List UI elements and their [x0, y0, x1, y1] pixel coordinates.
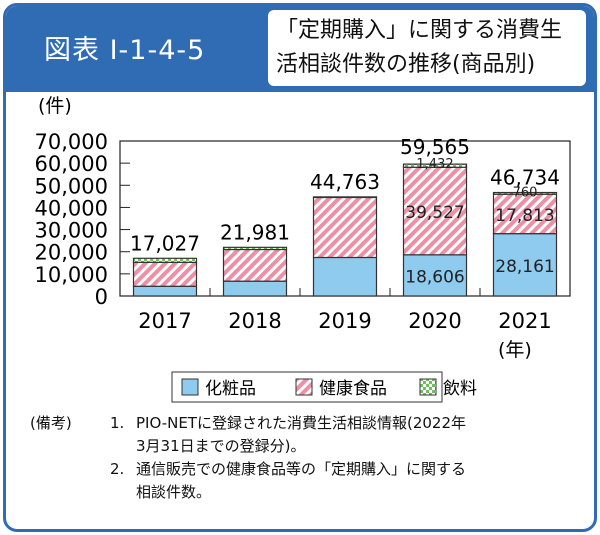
- bar-segment-cosmetics: [312, 256, 378, 297]
- notes-label: (備考): [30, 414, 72, 432]
- legend-label: 飲料: [443, 379, 477, 399]
- bar-segment-drinks: [132, 257, 198, 263]
- bar-segment-drinks: [492, 191, 558, 195]
- bar-segment-drinks: [402, 163, 468, 168]
- header-band: 図表 I-1-4-5 「定期購入」に関する消費生 活相談件数の推移(商品別): [6, 6, 594, 92]
- legend-swatch: [295, 378, 313, 396]
- legend-label: 健康食品: [319, 379, 387, 399]
- note-text: 3月31日までの登録分)。: [136, 437, 306, 455]
- note-text: PIO-NETに登録された消費生活相談情報(2022年: [136, 414, 466, 432]
- bar-segment-health-food: [132, 261, 198, 287]
- y-tick-label: 20,000: [35, 241, 108, 265]
- y-unit-label: (件): [38, 95, 72, 117]
- data-label: 28,161: [495, 257, 554, 277]
- bar-segment-health-food: [222, 248, 288, 282]
- x-tick-label: 2019: [318, 309, 371, 333]
- legend-swatch: [419, 378, 437, 396]
- bar-segment-health-food: [402, 166, 468, 256]
- legend-swatch: [181, 378, 199, 396]
- stacked-bar-chart: (件) 010,00020,00030,00040,00050,00060,00…: [35, 95, 571, 403]
- y-tick-label: 40,000: [35, 196, 108, 220]
- x-unit-label: (年): [498, 339, 532, 361]
- x-tick-label: 2020: [408, 309, 461, 333]
- note-text: 相談件数。: [136, 483, 212, 501]
- legend: 化粧品 健康食品 飲料: [171, 371, 477, 403]
- total-label: 44,763: [310, 170, 380, 194]
- bar-segment-drinks: [222, 246, 288, 251]
- data-label: 39,527: [405, 203, 464, 223]
- y-tick-label: 50,000: [35, 174, 108, 198]
- bar-segment-health-food: [312, 196, 378, 259]
- title-line-2: 活相談件数の推移(商品別): [276, 52, 536, 77]
- notes: (備考) 1. PIO-NETに登録された消費生活相談情報(2022年 3月31日ま…: [30, 412, 466, 504]
- y-tick-label: 0: [95, 285, 108, 309]
- title-line-1: 「定期購入」に関する消費生: [276, 18, 563, 43]
- y-tick-label: 60,000: [35, 152, 108, 176]
- total-label: 59,565: [400, 135, 470, 159]
- data-label: 1,432: [416, 157, 453, 172]
- x-tick-label: 2017: [138, 309, 191, 333]
- y-tick-label: 30,000: [35, 219, 108, 243]
- data-label: 18,606: [405, 267, 464, 287]
- total-label: 46,734: [490, 166, 560, 190]
- data-label: 17,813: [495, 206, 554, 226]
- bar-segment-cosmetics: [222, 280, 288, 297]
- bar-segment-cosmetics: [132, 285, 198, 297]
- note-text: 通信販売での健康食品等の「定期購入」に関する: [136, 460, 467, 478]
- legend-label: 化粧品: [205, 379, 256, 399]
- bar-segment-drinks: [312, 196, 378, 199]
- y-tick-label: 10,000: [35, 263, 108, 287]
- y-tick-label: 70,000: [35, 130, 108, 154]
- x-tick-label: 2018: [228, 309, 281, 333]
- total-label: 17,027: [130, 231, 200, 255]
- x-tick-label: 2021: [498, 309, 551, 333]
- total-label: 21,981: [220, 220, 290, 244]
- note-number: 2.: [110, 460, 125, 478]
- figure-title: 「定期購入」に関する消費生 活相談件数の推移(商品別): [268, 10, 586, 86]
- data-label: 760: [513, 186, 538, 201]
- figure-id: 図表 I-1-4-5: [44, 35, 206, 66]
- note-number: 1.: [110, 414, 125, 432]
